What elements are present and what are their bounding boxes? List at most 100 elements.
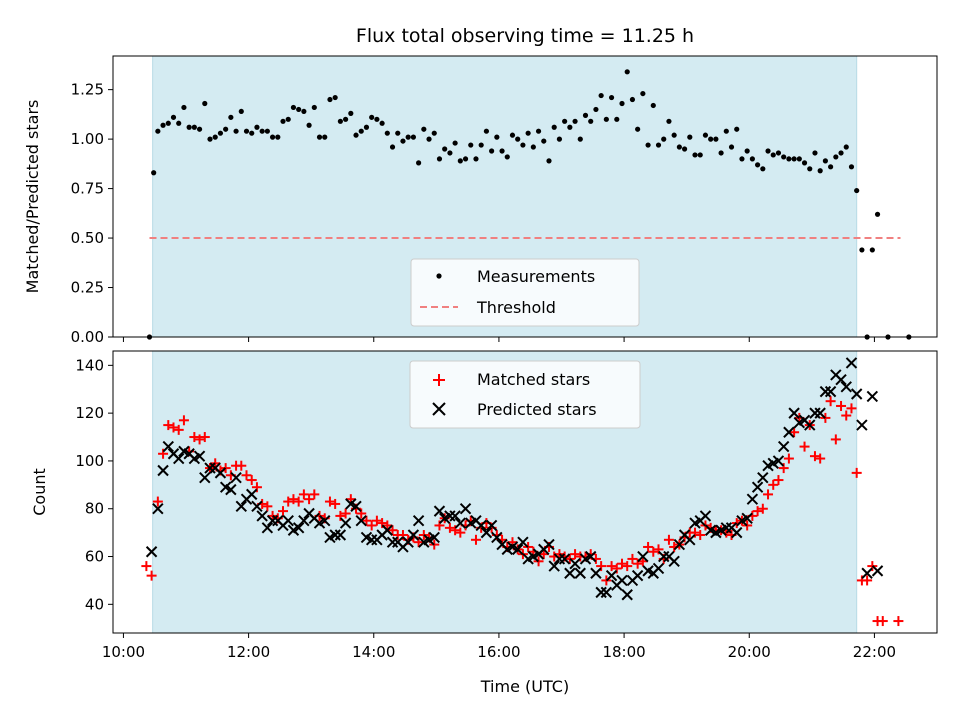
count-x-tick-label: 14:00 (352, 643, 395, 661)
measurement-point (483, 128, 490, 134)
matched-star-point (168, 422, 179, 433)
measurement-point (739, 156, 745, 162)
measurement-point (666, 118, 672, 124)
predicted-star-point (412, 514, 425, 527)
measurement-point (332, 94, 338, 101)
predicted-star-point (459, 503, 472, 515)
measurement-point (337, 118, 343, 124)
matched-star-point (862, 575, 873, 586)
matched-star-point (387, 525, 398, 536)
measurement-point (843, 144, 849, 150)
predicted-star-point (731, 526, 743, 539)
predicted-star-point (157, 464, 169, 477)
measurement-point (723, 128, 729, 134)
count-y-tick-label: 40 (85, 595, 104, 613)
measurement-point (217, 130, 224, 136)
matched-star-point (152, 496, 163, 507)
measurement-point (692, 152, 698, 158)
measurement-point (734, 126, 740, 132)
count-y-tick-label: 140 (75, 356, 104, 374)
measurement-point (765, 148, 771, 154)
matched-star-point (877, 616, 888, 627)
predicted-star-point (230, 471, 242, 484)
measurement-point (838, 150, 844, 156)
matched-star-point (330, 498, 341, 509)
predicted-star-point (746, 493, 759, 505)
predicted-star-point (720, 522, 733, 534)
measurement-point (817, 168, 823, 174)
measurement-point (280, 118, 286, 124)
measurement-point (796, 156, 802, 162)
matched-star-point (455, 527, 466, 538)
predicted-star-point (402, 536, 414, 548)
legend-predicted-label: Predicted stars (477, 400, 597, 419)
measurement-point (269, 134, 276, 140)
measurement-point (410, 134, 416, 140)
predicted-star-point (214, 467, 227, 479)
measurement-point (541, 138, 547, 144)
measurement-point (530, 144, 536, 150)
measurement-point (442, 146, 448, 152)
predicted-star-point (605, 569, 618, 582)
count-x-tick-label: 12:00 (227, 643, 270, 661)
measurement-point (249, 130, 255, 136)
measurement-point (822, 158, 828, 164)
predicted-star-point (616, 574, 628, 587)
matched-star-point (288, 494, 299, 505)
matched-star-point (830, 434, 841, 445)
matched-star-point (763, 489, 774, 500)
measurement-point (447, 150, 453, 156)
measurement-point (708, 136, 714, 142)
measurement-point (316, 134, 323, 140)
count-legend: Matched stars Predicted stars (409, 360, 641, 429)
predicted-star-point (350, 500, 362, 513)
count-panel-frame (112, 350, 938, 634)
predicted-star-point (162, 440, 174, 453)
predicted-star-point (444, 510, 456, 522)
matched-star-point (194, 434, 205, 445)
measurement-point (296, 106, 302, 113)
measurement-point (697, 152, 703, 158)
chart-title: Flux total observing time = 11.25 h (356, 25, 694, 47)
measurement-point (791, 156, 797, 162)
matched-star-point (278, 506, 289, 517)
predicted-star-point (235, 500, 248, 513)
measurement-point (243, 128, 250, 134)
predicted-star-point (282, 514, 294, 527)
measurement-point (807, 166, 813, 172)
predicted-star-point (621, 589, 633, 601)
measurement-point (207, 136, 213, 142)
matched-star-point (752, 506, 763, 517)
measurement-point (233, 128, 239, 134)
measurement-point (546, 158, 552, 164)
measurement-point (369, 114, 375, 120)
predicted-star-point (251, 500, 263, 513)
measurement-point (608, 94, 615, 101)
predicted-star-point (485, 519, 498, 532)
predicted-star-point (319, 514, 331, 527)
matched-star-point (789, 427, 800, 438)
measurement-point (478, 142, 484, 148)
predicted-star-point (548, 560, 560, 572)
measurement-point (384, 130, 390, 136)
measurement-point (775, 150, 782, 156)
matched-star-point (841, 410, 852, 421)
predicted-star-point (365, 534, 378, 546)
matched-star-point (262, 501, 273, 512)
count-x-tick-label: 22:00 (853, 643, 896, 661)
legend-matched-label: Matched stars (477, 370, 590, 389)
ratio-y-tick-label: 1.25 (71, 81, 104, 99)
measurement-point (786, 156, 792, 162)
measurement-point (588, 118, 594, 124)
matched-star-point (189, 432, 200, 443)
measurement-point (290, 104, 297, 111)
predicted-star-point (543, 538, 555, 551)
measurement-point (342, 116, 349, 122)
count-y-axis-label: Count (30, 468, 49, 516)
measurement-point (353, 132, 359, 138)
predicted-star-point (381, 524, 394, 536)
measurement-point (421, 126, 427, 132)
measurement-point (520, 142, 526, 148)
count-legend-box (409, 360, 641, 429)
